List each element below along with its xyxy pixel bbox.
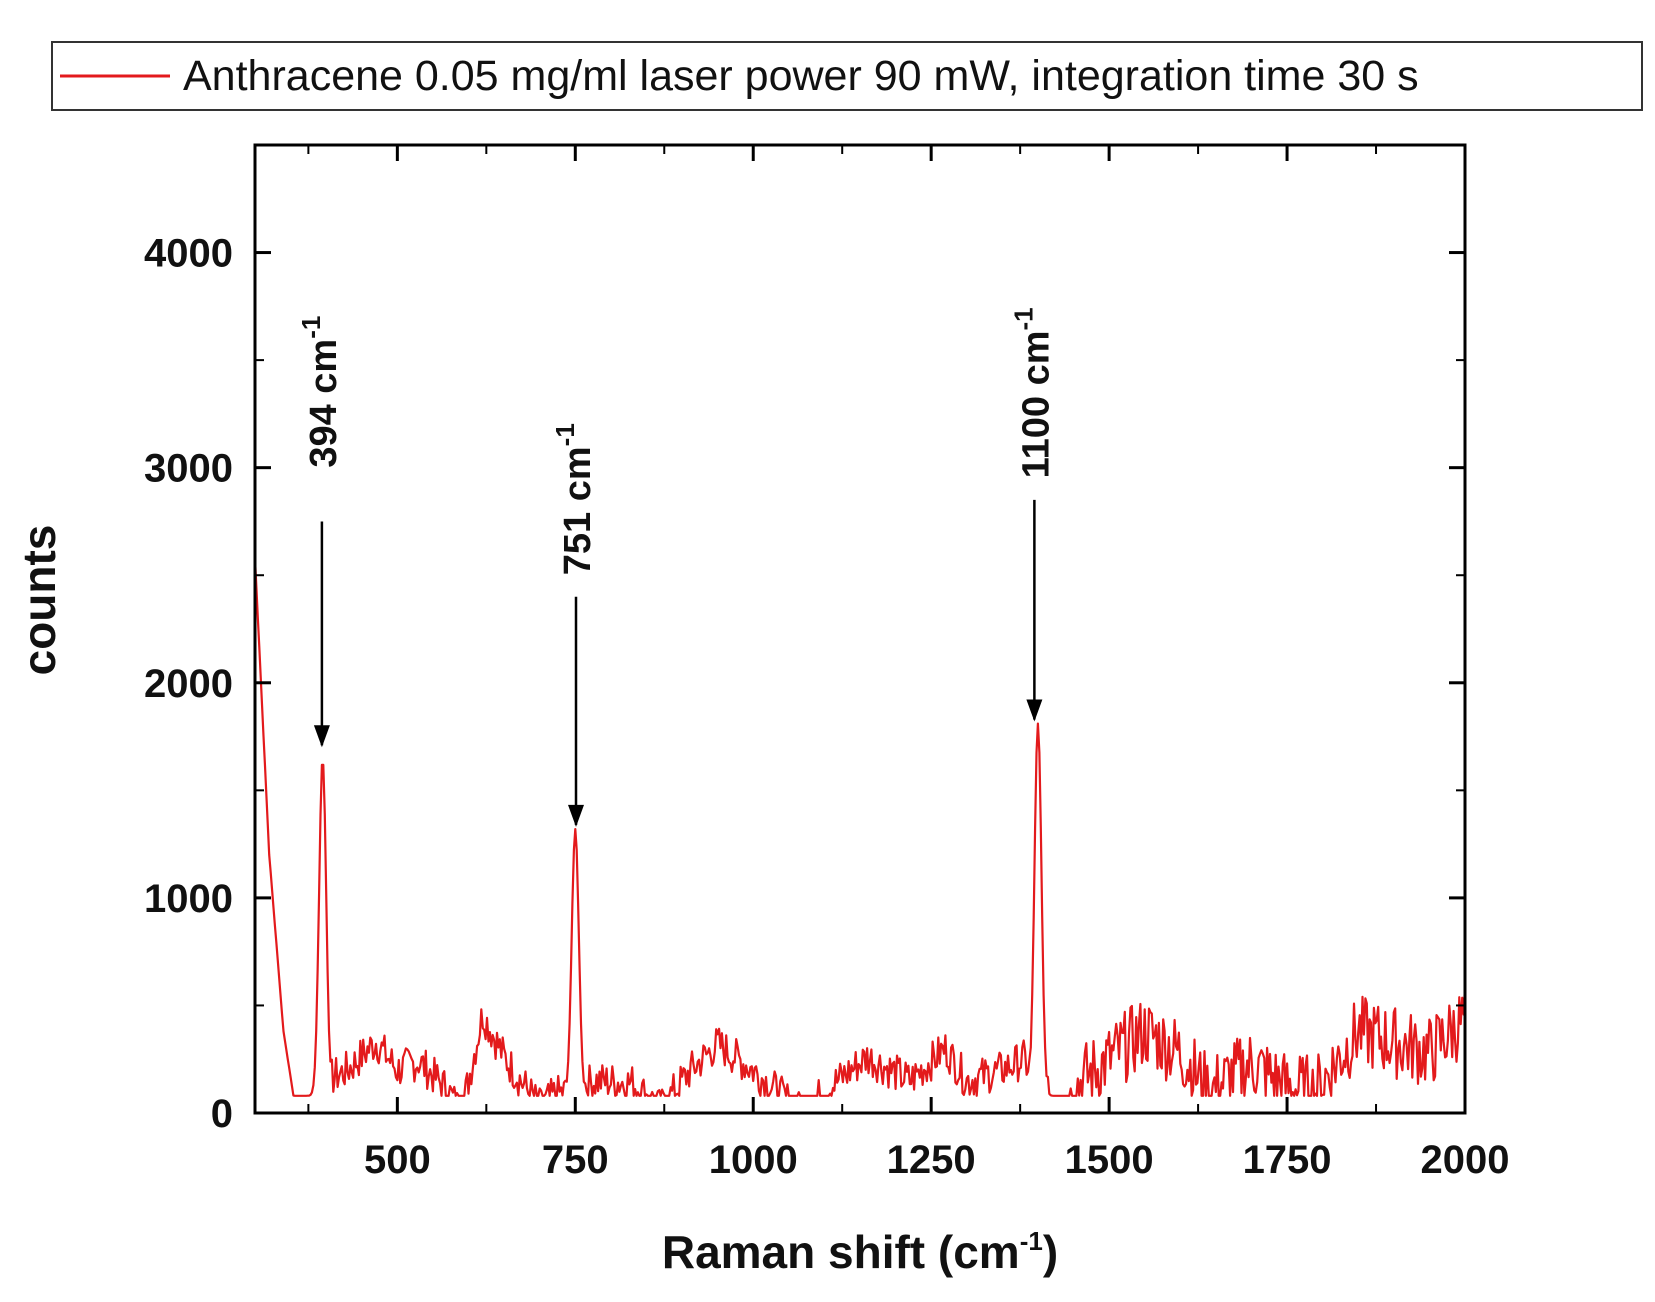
y-tick-label: 3000 [144,447,233,491]
y-tick-label: 4000 [144,232,233,276]
annotation-arrowhead [568,805,584,827]
annotation-arrowhead [314,725,330,747]
annotation-arrowhead [1026,699,1042,721]
y-axis-title: counts [13,525,65,676]
x-tick-label: 500 [364,1138,431,1182]
x-tick-label: 1750 [1243,1138,1332,1182]
x-tick-label: 2000 [1421,1138,1510,1182]
x-tick-label: 1000 [709,1138,798,1182]
legend: Anthracene 0.05 mg/ml laser power 90 mW,… [52,42,1642,110]
series-group [255,558,1465,1096]
y-tick-label: 1000 [144,877,233,921]
x-tick-label: 1500 [1065,1138,1154,1182]
y-tick-label: 0 [211,1092,233,1136]
legend-label: Anthracene 0.05 mg/ml laser power 90 mW,… [183,52,1419,100]
plot-frame [255,145,1465,1113]
x-tick-label: 750 [542,1138,609,1182]
annotation-label: 751 cm-1 [550,423,599,575]
annotation-label: 394 cm-1 [296,316,345,468]
series-line-anthracene [255,558,1465,1096]
x-tick-label: 1250 [887,1138,976,1182]
raman-chart: Anthracene 0.05 mg/ml laser power 90 mW,… [0,0,1655,1302]
y-tick-label: 2000 [144,662,233,706]
x-axis-title: Raman shift (cm-1) [662,1226,1058,1278]
annotation-label: 1100 cm-1 [1008,307,1057,478]
peak-annotations: 394 cm-1 751 cm-1 1100 cm-1 [296,307,1057,827]
